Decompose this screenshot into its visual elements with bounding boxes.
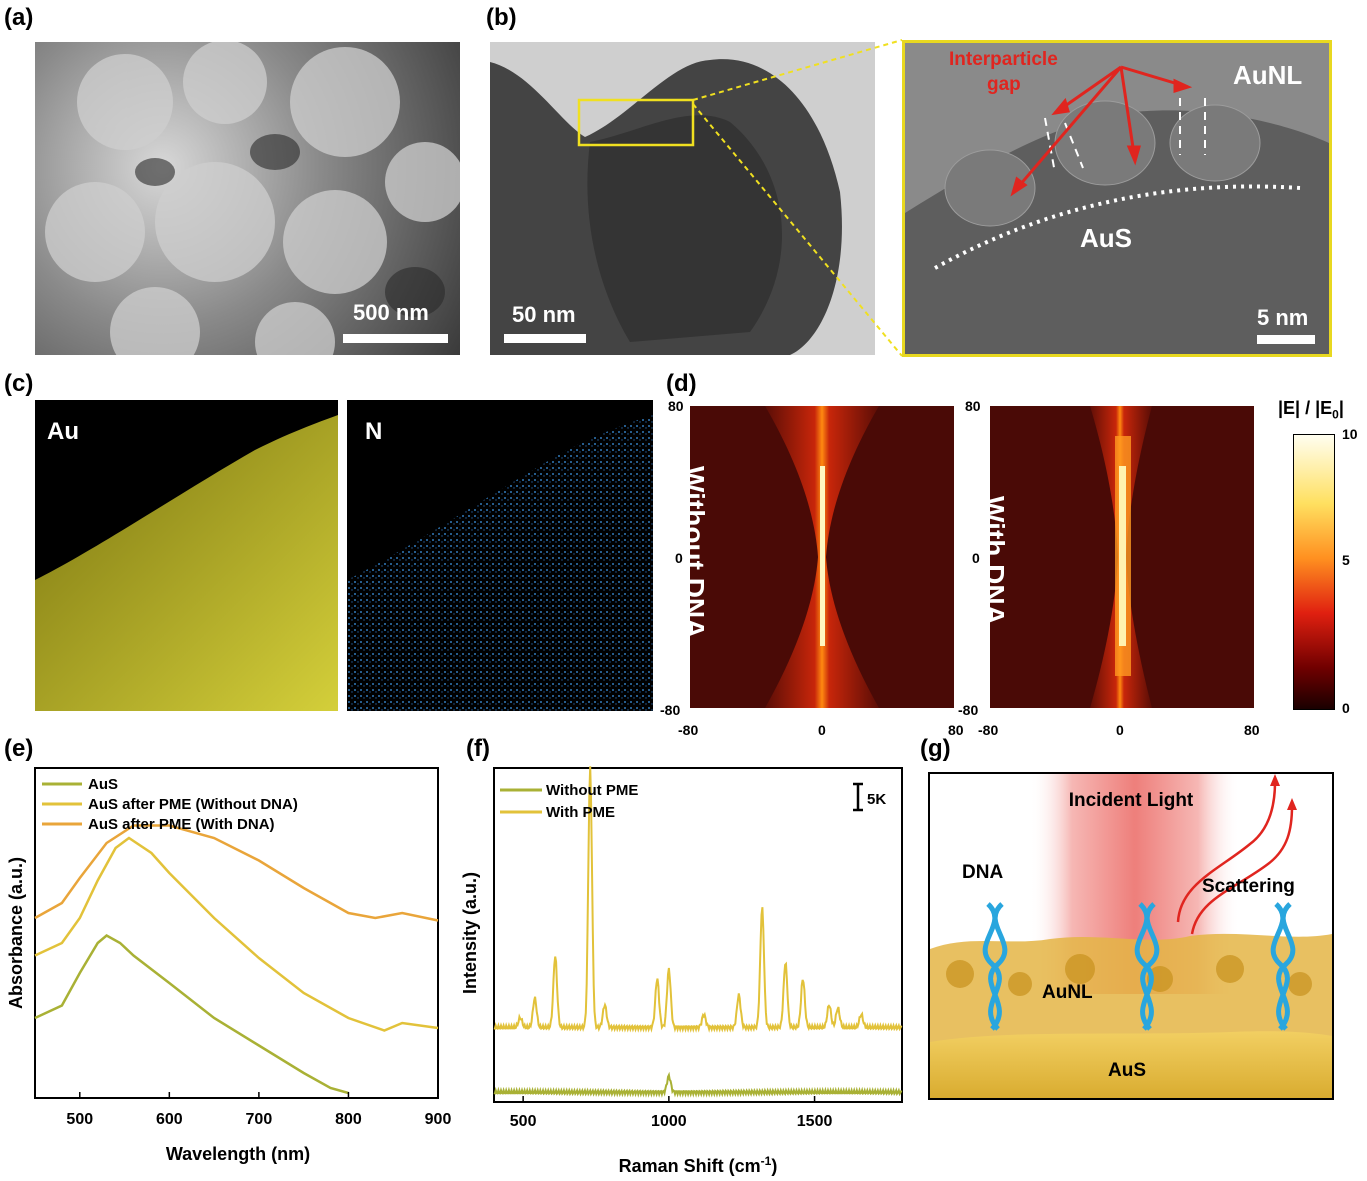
scale-label-b-right: 5 nm: [1257, 305, 1309, 330]
chart-e-ylabel: Absorbance (a.u.): [6, 857, 26, 1009]
chart-e-xtick-label: 900: [425, 1111, 452, 1128]
scattering-arrows: [1176, 781, 1294, 935]
zoom-box: [577, 98, 695, 147]
chart-e-xtick-label: 600: [156, 1111, 183, 1128]
eds-au-label: Au: [47, 418, 79, 445]
sem-image: 500 nm: [35, 42, 460, 355]
tem-image-left: 50 nm: [490, 42, 875, 355]
chart-f-xtick-label: 500: [510, 1113, 537, 1130]
chart-e-ticks: 500 600 700 800 900: [66, 1092, 451, 1128]
colorbar-tick-10: 10: [1342, 426, 1358, 442]
legend-with-pme: With PME: [546, 804, 615, 821]
legend-aus: AuS: [88, 776, 118, 793]
chart-f-ylabel: Intensity (a.u.): [460, 872, 480, 994]
chart-e: 500 600 700 800 900 AuS AuS after PME (Witho…: [6, 767, 451, 1164]
chart-f-xtick-label: 1000: [651, 1113, 687, 1130]
chart-e-xtick-label: 500: [66, 1111, 93, 1128]
panel-label-d: (d): [666, 370, 697, 397]
chart-f-xlabel: Raman Shift (cm-1): [619, 1154, 778, 1176]
raman-scale-bar: 5K: [853, 782, 886, 812]
scale-bar-b-right: [1257, 335, 1315, 344]
aunl-label-g: AuNL: [1042, 982, 1093, 1003]
chart-e-frame: [34, 767, 439, 1099]
colorbar: [1293, 434, 1335, 710]
chart-f-series: [493, 766, 903, 1098]
gap-label-2: gap: [987, 74, 1021, 95]
chart-e-series: [34, 824, 439, 1095]
eds-n-label: N: [365, 418, 383, 445]
panel-label-c: (c): [4, 370, 34, 397]
raman-scale-label: 5K: [867, 791, 886, 808]
panel-label-e: (e): [4, 735, 34, 762]
chart-f-frame: [493, 767, 903, 1103]
scale-bar-a: [343, 334, 448, 343]
eds-map-n: N: [347, 400, 653, 711]
d-left-xtick-l: -80: [678, 722, 699, 738]
chart-f-legend: Without PME With PME: [500, 782, 638, 821]
aus-label-g: AuS: [1108, 1060, 1146, 1081]
eds-map-au: Au: [35, 400, 338, 711]
d-right-xtick-m: 0: [1116, 722, 1124, 738]
chart-f: 500 1000 1500 Without PME With PME 5K Rama…: [460, 766, 903, 1176]
scale-label-a: 500 nm: [353, 300, 429, 325]
field-map-with-dna: With DNA: [990, 406, 1254, 708]
d-left-xtick-m: 0: [818, 722, 826, 738]
aus-substrate: [930, 1031, 1332, 1098]
chart-f-ticks: 500 1000 1500: [510, 1096, 833, 1130]
zoom-lines: [692, 39, 903, 357]
scale-bar-b-left: [504, 334, 586, 343]
chart-e-xtick-label: 700: [246, 1111, 273, 1128]
panel-label-a: (a): [4, 4, 34, 31]
legend-without-pme: Without PME: [546, 782, 638, 799]
d-right-ytick-bot: -80: [958, 702, 979, 718]
chart-e-xtick-label: 800: [335, 1111, 362, 1128]
schematic-g: Incident Light DNA Scattering AuNL AuS: [928, 772, 1334, 1100]
d-right-xtick-r: 80: [1244, 722, 1260, 738]
panel-label-g: (g): [920, 735, 951, 762]
d-left-ytick-mid: 0: [675, 550, 683, 566]
d-left-ytick-bot: -80: [660, 702, 681, 718]
chart-f-line-0: [493, 1071, 903, 1098]
without-dna-label: Without DNA: [690, 466, 710, 639]
chart-e-legend: AuS AuS after PME (Without DNA) AuS afte…: [42, 776, 298, 833]
chart-e-line-1: [34, 836, 439, 1032]
colorbar-tick-5: 5: [1342, 552, 1350, 568]
scattering-label: Scattering: [1202, 876, 1295, 897]
legend-aus-pme-without: AuS after PME (Without DNA): [88, 796, 298, 813]
aunl-label-b: AuNL: [1233, 60, 1303, 90]
scale-label-b-left: 50 nm: [512, 302, 576, 327]
chart-e-xlabel: Wavelength (nm): [166, 1144, 310, 1164]
gap-label-1: Interparticle: [949, 49, 1058, 70]
d-right-xtick-l: -80: [978, 722, 999, 738]
panel-label-b: (b): [486, 4, 517, 31]
colorbar-tick-0: 0: [1342, 700, 1350, 716]
incident-light-label: Incident Light: [1068, 790, 1194, 811]
dna-strands: [982, 902, 1296, 1031]
d-right-ytick-top: 80: [965, 398, 981, 414]
d-right-ytick-mid: 0: [972, 550, 980, 566]
panel-label-f: (f): [466, 735, 490, 762]
chart-f-xtick-label: 1500: [797, 1113, 833, 1130]
field-map-without-dna: Without DNA: [690, 406, 954, 708]
d-left-xtick-r: 80: [948, 722, 964, 738]
legend-aus-pme-with: AuS after PME (With DNA): [88, 816, 275, 833]
with-dna-label: With DNA: [990, 496, 1010, 625]
hrtem-image: Interparticle gap AuNL AuS 5 nm: [902, 40, 1332, 357]
dna-label: DNA: [962, 862, 1004, 883]
chart-e-line-2: [34, 824, 439, 922]
chart-f-line-1: [493, 766, 903, 1034]
chart-e-line-0: [34, 933, 349, 1095]
aus-label-b: AuS: [1080, 223, 1132, 253]
d-left-ytick-top: 80: [668, 398, 684, 414]
colorbar-title: |E| / |E0|: [1278, 398, 1344, 422]
